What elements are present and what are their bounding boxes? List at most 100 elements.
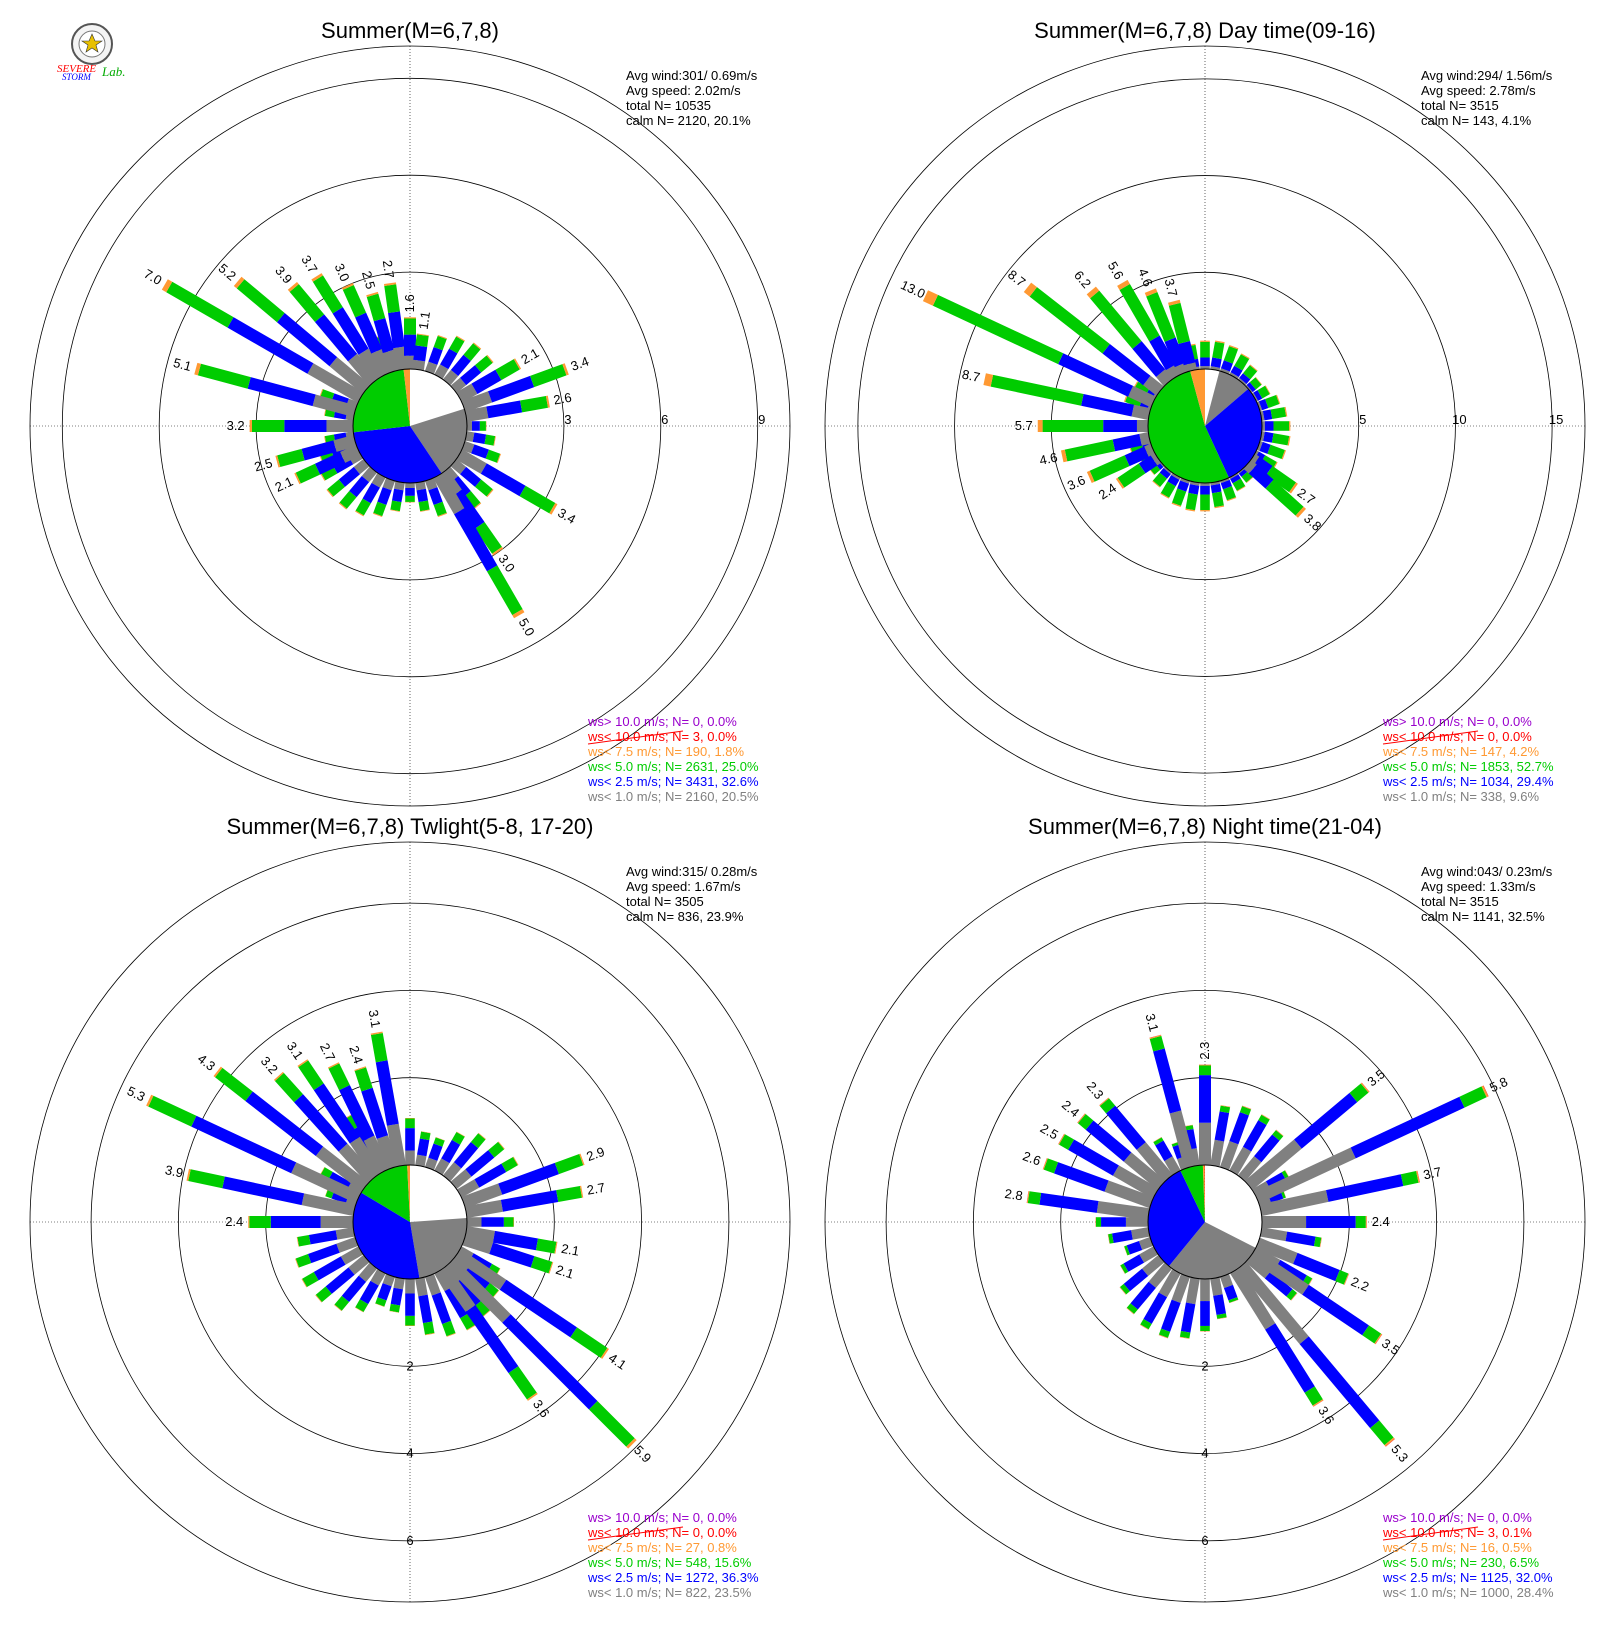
minor-direction-bar (375, 1273, 396, 1307)
bar-segment (526, 1392, 538, 1401)
bar-segment (1139, 431, 1151, 446)
minor-direction-bar (1171, 477, 1191, 508)
bar-segment (1126, 1308, 1134, 1315)
bar-segment (520, 395, 549, 413)
bar-segment (1254, 1147, 1356, 1204)
direction-bar: 4.1 (453, 1248, 629, 1373)
minor-direction-bar (467, 1217, 515, 1227)
calm-pie (352, 1164, 468, 1280)
minor-direction-bar (450, 354, 494, 394)
wind-rose-panel: Summer(M=6,7,8) Day time(09-16) 5 10 15 5.7 8… (824, 18, 1586, 807)
bar-total-label: 3.7 (298, 253, 320, 276)
bar-total-label: 5.3 (1388, 1442, 1411, 1465)
legend-strike (1382, 730, 1479, 745)
bar-segment (366, 291, 379, 297)
bar-segment (389, 1310, 399, 1313)
bar-total-label: 1.6 (402, 294, 417, 312)
grid-ring (61, 77, 759, 775)
direction-bar: 3.6 (437, 1265, 553, 1420)
bar-segment (295, 1258, 299, 1268)
bar-segment (1149, 1035, 1165, 1052)
calm-pie-slice (410, 1217, 467, 1279)
bar-segment (270, 1216, 321, 1228)
bar-segment (405, 1279, 415, 1294)
bar-segment (1117, 279, 1130, 290)
bar-segment (1210, 366, 1221, 371)
direction-bar: 2.1 (456, 345, 542, 403)
bar-segment (424, 477, 438, 491)
calm-pie-slice (361, 1165, 410, 1222)
direction-bar: 4.6 (1038, 431, 1151, 468)
legend-entry: ws< 10.0 m/s; N= 0, 0.0% (1382, 729, 1532, 744)
bar-segment (446, 1258, 511, 1323)
bar-segment (463, 491, 481, 509)
bar-segment (1242, 1105, 1252, 1110)
calm-circle (1147, 368, 1263, 484)
bar-segment (1178, 341, 1196, 366)
direction-bar: 8.7 (961, 367, 1151, 421)
bar-segment (1027, 1191, 1042, 1205)
bar-segment (1126, 1307, 1135, 1315)
bar-segment (1343, 1273, 1349, 1285)
bar-segment (1370, 1420, 1394, 1446)
bar-segment (1252, 456, 1273, 476)
bar-segment (1248, 1248, 1309, 1295)
bar-total-label: 2.6 (1021, 1148, 1043, 1168)
bar-segment (377, 1283, 392, 1301)
bar-segment (289, 284, 325, 323)
bar-segment (465, 431, 475, 442)
bar-total-label: 2.7 (317, 1041, 338, 1064)
bar-segment (1120, 1283, 1130, 1295)
bar-segment (1219, 1105, 1231, 1114)
bar-segment (456, 1131, 465, 1137)
direction-bar: 2.4 (346, 1044, 399, 1170)
bar-segment (1119, 1287, 1127, 1295)
stats-line: Avg wind:043/ 0.23m/s (1421, 864, 1553, 879)
bar-total-label: 3.2 (258, 1053, 281, 1076)
bar-segment (483, 1282, 499, 1298)
minor-direction-bar (465, 431, 496, 446)
bar-segment (1313, 1236, 1322, 1248)
bar-total-label: 2.7 (586, 1180, 606, 1198)
bar-segment (1068, 1139, 1119, 1176)
bar-segment (1123, 1152, 1166, 1190)
legend-strike (587, 1526, 684, 1541)
bar-segment (486, 354, 494, 363)
bar-segment (1171, 472, 1181, 480)
bar-total-label: 2.5 (1038, 1120, 1061, 1142)
bar-segment (166, 281, 234, 328)
bar-segment (1259, 1190, 1329, 1217)
minor-direction-bar (1219, 1105, 1252, 1171)
minor-direction-bar (1210, 481, 1225, 509)
bar-segment (1126, 1303, 1138, 1314)
minor-direction-bar (424, 1137, 445, 1171)
bar-total-label: 3.4 (555, 505, 578, 527)
legend-entry: ws< 1.0 m/s; N= 1000, 28.4% (1382, 1585, 1554, 1600)
bar-segment (370, 1031, 383, 1036)
bar-segment (404, 317, 416, 319)
bar-total-label: 3.7 (1422, 1164, 1443, 1182)
bar-segment (444, 1286, 469, 1319)
direction-bar: 2.1 (273, 444, 361, 495)
bar-total-label: 3.1 (1143, 1012, 1162, 1033)
bar-segment (1256, 401, 1263, 412)
bar-segment (1293, 1252, 1340, 1282)
grid-ring (178, 990, 642, 1454)
bar-segment (1163, 466, 1173, 475)
bar-segment (1253, 390, 1263, 401)
bar-segment (1160, 492, 1170, 499)
bar-segment (626, 1438, 637, 1449)
bar-segment (1217, 1317, 1227, 1320)
bar-segment (1126, 1240, 1143, 1255)
bar-segment (519, 485, 556, 514)
bar-segment (315, 1294, 322, 1303)
bar-segment (1200, 340, 1210, 342)
bar-segment (1140, 1324, 1149, 1330)
bar-segment (1210, 1139, 1225, 1167)
stats-line: total N= 3515 (1421, 98, 1499, 113)
calm-pie-slice (1205, 369, 1220, 426)
calm-pie-slice (1202, 1165, 1205, 1222)
legend-entry: ws< 2.5 m/s; N= 1034, 29.4% (1382, 774, 1554, 789)
bar-segment (349, 476, 370, 498)
bar-segment (1264, 1271, 1293, 1297)
